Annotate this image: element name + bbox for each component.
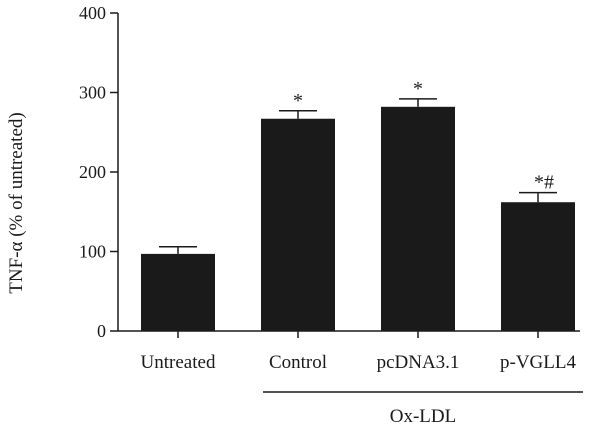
y-axis-label: TNF-α (% of untreated)	[6, 112, 27, 293]
bar-p-vgll4	[501, 202, 575, 331]
x-tick-label: p-VGLL4	[500, 352, 576, 373]
significance-marker: *	[413, 78, 423, 100]
significance-marker: *	[293, 90, 303, 112]
x-tick-label: Control	[269, 352, 327, 373]
y-tick-label: 100	[79, 242, 106, 262]
x-tick-label: Untreated	[141, 352, 216, 373]
x-tick-label: pcDNA3.1	[377, 352, 460, 373]
bars	[141, 98, 575, 331]
bar-control	[261, 118, 335, 331]
y-tick-label: 400	[79, 3, 106, 23]
labels: Untreated Control * pcDNA3.1 * p-VGLL4 *#	[141, 78, 577, 373]
y-tick-label: 0	[97, 321, 106, 341]
y-tick-label: 300	[79, 83, 106, 103]
y-tick-label: 200	[79, 162, 106, 182]
bar-pcdna3-1	[381, 106, 455, 331]
significance-marker: *#	[534, 172, 554, 194]
bar-untreated	[141, 253, 215, 331]
group-label: Ox-LDL	[390, 406, 456, 427]
